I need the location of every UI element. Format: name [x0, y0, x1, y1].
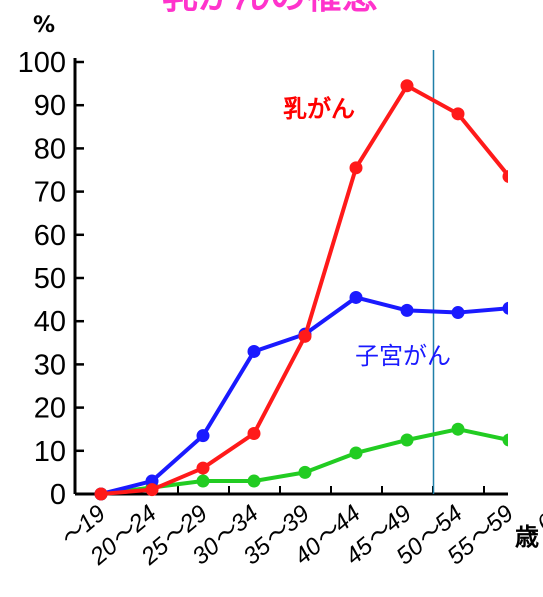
crop-mask	[508, 40, 528, 500]
y-tick-label: 50	[34, 263, 66, 295]
y-tick-label: 100	[18, 47, 66, 79]
data-point	[247, 344, 261, 358]
series-line	[100, 295, 510, 496]
y-tick-label: 70	[34, 177, 66, 209]
y-tick-label: 60	[34, 220, 66, 252]
data-point	[196, 461, 210, 475]
y-axis-label: %	[33, 13, 55, 38]
y-tick-labels: 0 10 20 30 40 50 60 70 80 90 100	[18, 47, 66, 511]
data-point	[349, 290, 363, 304]
data-point	[451, 422, 465, 436]
data-point	[349, 446, 363, 460]
x-tick-labels: ～1920～2425～2930～3435～3940～4445～4950～5455…	[55, 499, 543, 570]
data-point	[94, 487, 108, 501]
data-point	[400, 79, 414, 93]
data-point	[400, 433, 414, 447]
y-tick-label: 40	[34, 306, 66, 338]
data-point	[451, 306, 465, 320]
chart-title: 乳がんの罹患	[162, 0, 378, 17]
y-tick-label: 90	[34, 90, 66, 122]
data-point	[247, 427, 261, 441]
data-point	[400, 303, 414, 317]
series-0	[94, 79, 516, 501]
series-label-breast-cancer: 乳がん	[283, 95, 355, 123]
y-tick-label: 0	[50, 479, 66, 511]
y-tick-label: 10	[34, 436, 66, 468]
x-tick-label: 60	[532, 499, 543, 537]
y-tick-label: 20	[34, 393, 66, 425]
series-layer	[94, 40, 528, 501]
axes	[73, 58, 508, 496]
data-point	[349, 161, 363, 175]
data-point	[298, 329, 312, 343]
data-point	[298, 465, 312, 479]
data-point	[196, 474, 210, 488]
data-point	[196, 429, 210, 443]
series-label-uterine-cancer: 子宮がん	[355, 342, 451, 370]
data-point	[451, 107, 465, 121]
y-tick-label: 30	[34, 349, 66, 381]
data-point	[247, 474, 261, 488]
data-point	[145, 483, 159, 497]
y-tick-label: 80	[34, 133, 66, 165]
x-axis-label: 歳	[515, 523, 539, 551]
